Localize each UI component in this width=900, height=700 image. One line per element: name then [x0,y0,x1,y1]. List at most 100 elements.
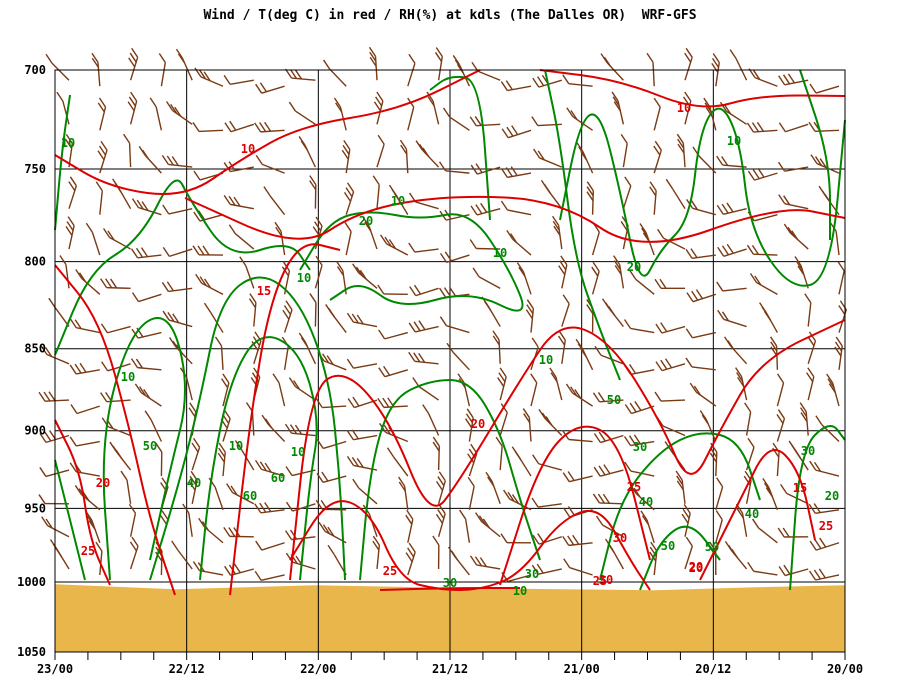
wind-barb [39,467,70,478]
wind-barb [586,181,594,215]
wind-barb [373,91,384,125]
wind-barb [405,542,416,576]
wind-barb [248,293,257,327]
wind-barb [435,471,446,504]
rh-contour-label: 20 [627,260,641,274]
wind-barb [470,163,501,175]
temperature-contour [379,587,520,591]
wind-barb [593,431,624,444]
wind-barb [346,358,378,369]
wind-barb [715,510,723,543]
wind-barb [808,121,840,132]
wind-barb [223,526,254,538]
wind-barb [776,373,785,407]
x-tick-label: 22/00 [300,662,336,676]
wind-barb [465,408,474,442]
wind-barb [398,476,409,510]
wind-barb [284,423,316,437]
wind-barb [470,202,501,216]
wind-barb [511,446,532,477]
temperature-contour-label: 15 [793,481,807,495]
wind-barb [261,414,286,442]
wind-barb [566,107,593,131]
wind-barb [372,535,381,570]
wind-barb [127,91,138,125]
wind-barb [376,134,385,168]
y-tick-label: 950 [24,501,46,515]
wind-barb [309,175,317,209]
wind-barb [522,408,532,442]
wind-barb [809,83,840,94]
wind-barb [322,59,347,87]
wind-barb [611,91,625,125]
wind-barb [134,383,162,407]
y-tick-label: 900 [24,424,46,438]
wind-barb [284,68,316,81]
wind-barb [223,74,254,86]
wind-barb [288,101,316,125]
wind-barb [224,563,254,576]
wind-barb [194,67,224,87]
wind-barb [70,404,101,415]
y-tick-label: 700 [24,63,46,77]
temperature-contour-label: 30 [599,573,613,587]
wind-barb [447,546,470,576]
wind-barb [65,216,75,250]
wind-barb [255,82,285,94]
wind-barb [748,68,778,87]
x-tick-label: 22/12 [169,662,205,676]
wind-barb [405,509,414,543]
wind-barb [439,316,470,334]
wind-barb [412,377,439,401]
wind-barb [284,529,316,541]
wind-barb [622,176,632,209]
rh-contour-label: 10 [391,194,405,208]
wind-barb [298,136,317,168]
wind-barb [653,97,661,131]
wind-barb [131,292,162,303]
wind-barb [399,139,409,174]
rh-contour-label: 10 [493,246,507,260]
rh-contour-label: 10 [513,584,527,598]
rh-contour [299,211,524,312]
temperature-contour-label: 30 [613,531,627,545]
wind-barb [298,332,317,365]
wind-barb [809,460,840,477]
wind-barb [531,563,562,575]
wind-barb [837,261,845,295]
wind-barb [162,246,193,258]
temperature-contour [229,243,341,596]
wind-barb [234,440,255,471]
wind-barb [467,476,475,510]
wind-barb [558,255,568,289]
wind-barb [372,175,380,209]
temperature-contour-label: 10 [677,101,691,115]
wind-barb [640,510,655,543]
wind-barb [100,323,131,334]
wind-barb [162,204,193,215]
wind-barb [388,184,409,216]
wind-barb [325,304,347,333]
wind-barb [576,141,594,174]
wind-barb [591,222,600,256]
wind-barb [639,223,655,256]
wind-barb [40,345,70,365]
wind-barb [343,182,355,215]
wind-barb [715,477,724,510]
rh-contour-label: 40 [639,495,653,509]
temperature-contour-label: 20 [471,417,485,431]
wind-barb [432,535,440,569]
wind-barb [562,74,593,87]
wind-barb [557,330,566,364]
wind-barb [344,222,352,256]
wind-barb [362,216,378,250]
wind-barb [203,302,224,333]
wind-barb [144,410,163,442]
wind-barb [101,361,131,372]
wind-barb [309,293,317,327]
wind-barb [600,53,624,81]
wind-barb [316,471,347,483]
wind-barb [783,223,809,250]
temperature-contour-label: 20 [689,560,703,574]
wind-barb [777,527,809,538]
